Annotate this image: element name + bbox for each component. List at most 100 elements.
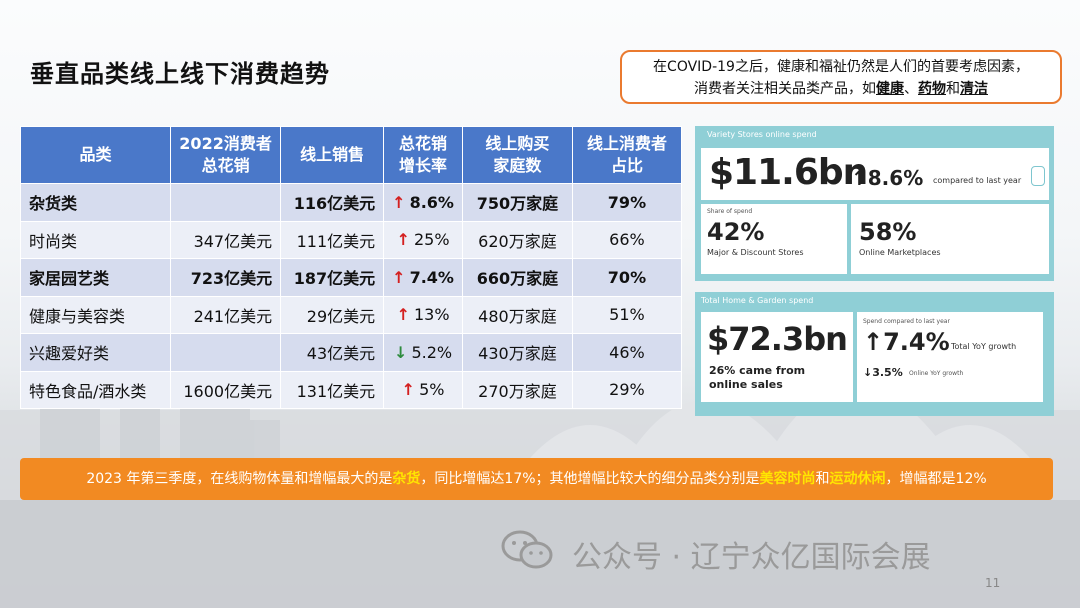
keyword-cleaning: 清洁 — [960, 81, 988, 97]
growth-value: 8.6% — [409, 192, 454, 212]
growth-value: 25% — [413, 230, 450, 250]
online-share-cell: 46% — [571, 333, 683, 372]
online-share-cell: 51% — [571, 295, 683, 334]
table-header-cell: 总花销 增长率 — [383, 126, 463, 184]
keyword-medicine: 药物 — [918, 81, 946, 97]
total-yoy-change: ↑7.4% — [863, 328, 950, 356]
variety-stores-label: Variety Stores online spend — [707, 130, 817, 139]
growth-cell: ↑ 25% — [383, 220, 463, 259]
home-garden-amount: $72.3bn — [707, 320, 848, 358]
online-yoy-change: ↓3.5% — [863, 366, 903, 379]
households-cell: 660万家庭 — [461, 258, 573, 297]
covid-note-box: 在COVID-19之后，健康和福祉仍然是人们的首要考虑因素， 消费者关注相关品类… — [620, 50, 1062, 104]
table-header-cell: 2022消费者 总花销 — [170, 126, 282, 184]
variety-amount: $11.6bn — [709, 152, 868, 193]
page-title: 垂直品类线上线下消费趋势 — [30, 60, 330, 88]
marketplaces-card: 58% Online Marketplaces — [851, 204, 1049, 274]
growth-value: 7.4% — [409, 267, 454, 287]
table-row: 兴趣爱好类 43亿美元 ↓ 5.2% 430万家庭 46% — [19, 333, 683, 372]
total-spend-cell: 241亿美元 — [170, 295, 282, 334]
variety-change: ↑8.6% — [851, 166, 924, 190]
keyword-health: 健康 — [876, 81, 904, 97]
major-discount-label: Major & Discount Stores — [707, 248, 804, 257]
online-sales-cell: 116亿美元 — [280, 183, 385, 222]
online-share-cell: 29% — [571, 370, 683, 409]
spend-compared-label: Spend compared to last year — [863, 318, 950, 325]
summary-banner: 2023 年第三季度，在线购物体量和增幅最大的是杂货，同比增幅达17%；其他增幅… — [20, 458, 1053, 500]
online-yoy-label: Online YoY growth — [909, 370, 964, 377]
total-spend-cell: 723亿美元 — [170, 258, 282, 297]
total-spend-cell: 1600亿美元 — [170, 370, 282, 409]
online-share-cell: 70% — [571, 258, 683, 297]
table-header-cell: 品类 — [19, 126, 172, 184]
home-garden-panel: Total Home & Garden spend $72.3bn 26% ca… — [695, 292, 1054, 416]
arrow-up-icon: ↑ — [396, 230, 410, 250]
major-discount-value: 42% — [707, 218, 765, 246]
households-cell: 620万家庭 — [461, 220, 573, 259]
table-row: 特色食品/酒水类 1600亿美元 131亿美元 ↑ 5% 270万家庭 29% — [19, 370, 683, 409]
households-cell: 480万家庭 — [461, 295, 573, 334]
table-row: 杂货类 116亿美元 ↑ 8.6% 750万家庭 79% — [19, 183, 683, 222]
arrow-up-icon: ↑ — [392, 267, 406, 287]
phone-icon — [1031, 166, 1045, 186]
online-share-cell: 79% — [571, 183, 683, 222]
note-line-2: 消费者关注相关品类产品，如健康、药物和清洁 — [694, 81, 988, 97]
online-share-cell: 66% — [571, 220, 683, 259]
came-from-line-1: 26% came from — [709, 364, 806, 377]
home-garden-growth-card: Spend compared to last year ↑7.4% Total … — [857, 312, 1043, 402]
growth-cell: ↑ 13% — [383, 295, 463, 334]
growth-value: 5.2% — [411, 342, 453, 362]
total-spend-cell: 347亿美元 — [170, 220, 282, 259]
major-discount-card: Share of spend 42% Major & Discount Stor… — [701, 204, 847, 274]
home-garden-label: Total Home & Garden spend — [701, 296, 814, 305]
category-cell: 时尚类 — [19, 220, 172, 259]
growth-value: 5% — [419, 380, 445, 400]
variety-compare-label: compared to last year — [933, 176, 1022, 185]
total-spend-cell — [170, 183, 282, 222]
highlight-sports-leisure: 运动休闲 — [829, 471, 886, 487]
arrow-down-icon: ↓ — [394, 342, 408, 362]
category-table: 品类 2022消费者 总花销 线上销售 总花销 增长率 线上购买 家庭数 线上消费者 占比 杂货类… — [19, 126, 683, 409]
growth-value: 13% — [413, 305, 450, 325]
online-sales-cell: 29亿美元 — [280, 295, 385, 334]
category-cell: 兴趣爱好类 — [19, 333, 172, 372]
highlight-beauty-fashion: 美容时尚 — [759, 471, 816, 487]
households-cell: 430万家庭 — [461, 333, 573, 372]
marketplaces-label: Online Marketplaces — [859, 248, 941, 257]
growth-cell: ↓ 5.2% — [383, 333, 463, 372]
households-cell: 750万家庭 — [461, 183, 573, 222]
table-header-row: 品类 2022消费者 总花销 线上销售 总花销 增长率 线上购买 家庭数 线上消费者 占比 — [19, 126, 683, 184]
wechat-icon — [501, 530, 553, 569]
table-row: 家居园艺类 723亿美元 187亿美元 ↑ 7.4% 660万家庭 70% — [19, 258, 683, 297]
table-header-cell: 线上销售 — [280, 126, 385, 184]
online-sales-cell: 111亿美元 — [280, 220, 385, 259]
variety-amount-card: $11.6bn ↑8.6% compared to last year — [701, 148, 1049, 200]
arrow-up-icon: ↑ — [401, 380, 416, 400]
watermark-text: 公众号 · 辽宁众亿国际会展 — [572, 540, 931, 575]
arrow-up-icon: ↑ — [392, 192, 406, 212]
variety-stores-panel: Variety Stores online spend $11.6bn ↑8.6… — [695, 126, 1054, 281]
arrow-up-icon: ↑ — [396, 305, 410, 325]
table-row: 健康与美容类 241亿美元 29亿美元 ↑ 13% 480万家庭 51% — [19, 295, 683, 334]
online-sales-cell: 43亿美元 — [280, 333, 385, 372]
note-line-1: 在COVID-19之后，健康和福祉仍然是人们的首要考虑因素， — [653, 59, 1029, 75]
table-row: 时尚类 347亿美元 111亿美元 ↑ 25% 620万家庭 66% — [19, 220, 683, 259]
highlight-grocery: 杂货 — [392, 471, 421, 487]
came-from-line-2: online sales — [709, 378, 783, 391]
page-number: 11 — [985, 576, 1001, 590]
category-cell: 健康与美容类 — [19, 295, 172, 334]
growth-cell: ↑ 7.4% — [383, 258, 463, 297]
online-sales-cell: 187亿美元 — [280, 258, 385, 297]
table-body: 杂货类 116亿美元 ↑ 8.6% 750万家庭 79% 时尚类 347亿美元 111亿美元 ↑ 2… — [19, 183, 683, 409]
category-cell: 家居园艺类 — [19, 258, 172, 297]
table-header-cell: 线上消费者 占比 — [571, 126, 683, 184]
total-yoy-label: Total YoY growth — [951, 342, 1017, 351]
home-garden-amount-card: $72.3bn 26% came from online sales — [701, 312, 853, 402]
category-cell: 杂货类 — [19, 183, 172, 222]
households-cell: 270万家庭 — [461, 370, 573, 409]
category-cell: 特色食品/酒水类 — [19, 370, 172, 409]
growth-cell: ↑ 8.6% — [383, 183, 463, 222]
table-header-cell: 线上购买 家庭数 — [461, 126, 573, 184]
online-sales-cell: 131亿美元 — [280, 370, 385, 409]
